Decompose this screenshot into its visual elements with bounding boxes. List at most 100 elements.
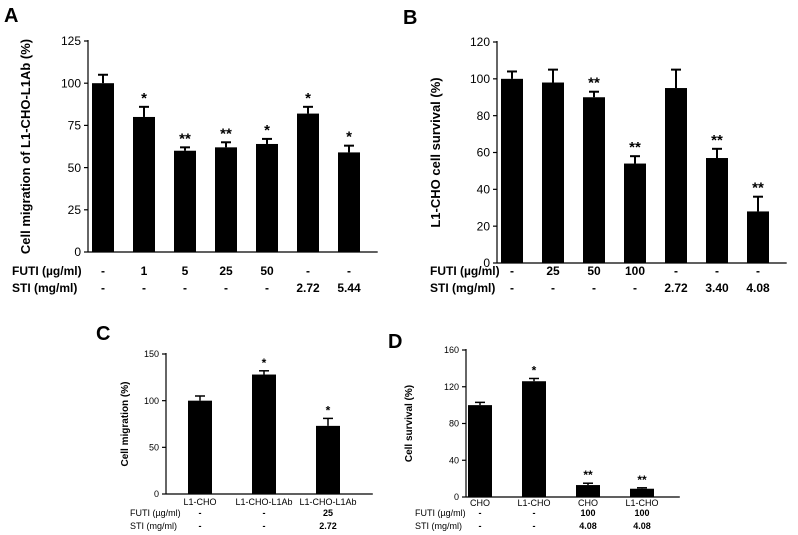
- significance-marker: **: [179, 130, 191, 147]
- treatment-row-value: -: [715, 264, 719, 278]
- treatment-row-value: -: [674, 264, 678, 278]
- treatment-row-value: 2.72: [664, 281, 688, 295]
- treatment-row-value: 4.08: [633, 521, 651, 531]
- bar: [174, 150, 196, 252]
- treatment-row-label: FUTI (µg/ml): [12, 264, 82, 278]
- treatment-row-value: 50: [260, 264, 274, 278]
- treatment-row-value: 2.72: [319, 521, 337, 531]
- treatment-row-value: -: [551, 281, 555, 295]
- bar: [624, 163, 646, 263]
- treatment-row-value: -: [263, 521, 266, 531]
- significance-marker: *: [532, 363, 537, 377]
- y-tick-label: 160: [444, 345, 459, 355]
- treatment-row-value: 5.44: [337, 281, 361, 295]
- treatment-row-value: 2.72: [296, 281, 320, 295]
- bar: [501, 78, 523, 263]
- treatment-row-value: -: [183, 281, 187, 295]
- y-tick-label: 50: [149, 442, 159, 452]
- bar: [522, 381, 546, 497]
- bar: [92, 83, 114, 252]
- significance-marker: *: [326, 403, 331, 417]
- treatment-row-value: -: [199, 521, 202, 531]
- significance-marker: *: [262, 356, 267, 370]
- bar: [706, 158, 728, 263]
- bar: [188, 400, 212, 494]
- treatment-row-value: -: [533, 521, 536, 531]
- treatment-row-label: FUTI (µg/ml): [415, 508, 466, 518]
- treatment-row-label: STI (mg/ml): [130, 521, 177, 531]
- y-axis-title: Cell migration (%): [120, 381, 131, 466]
- y-tick-label: 20: [477, 219, 491, 233]
- y-tick-label: 80: [449, 419, 459, 429]
- bar: [583, 97, 605, 263]
- y-tick-label: 100: [470, 72, 490, 86]
- treatment-row-label: FUTI (µg/ml): [130, 508, 181, 518]
- y-tick-label: 40: [449, 455, 459, 465]
- treatment-row-value: 3.40: [705, 281, 729, 295]
- bar: [576, 485, 600, 497]
- x-category-label: CHO: [578, 498, 598, 508]
- significance-marker: **: [629, 139, 641, 156]
- bar: [665, 88, 687, 264]
- treatment-row-value: -: [510, 281, 514, 295]
- y-tick-label: 0: [154, 489, 159, 499]
- treatment-row-value: -: [263, 508, 266, 518]
- treatment-row-label: STI (mg/ml): [430, 281, 495, 295]
- bar: [133, 116, 155, 253]
- y-tick-label: 80: [477, 109, 491, 123]
- treatment-row-value: 25: [323, 508, 333, 518]
- panel-letter-a: A: [4, 5, 18, 27]
- treatment-row-value: 100: [625, 264, 645, 278]
- treatment-row-value: -: [199, 508, 202, 518]
- y-tick-label: 100: [144, 396, 159, 406]
- significance-marker: *: [305, 90, 311, 107]
- x-category-label: L1-CHO: [517, 498, 550, 508]
- treatment-row-value: -: [265, 281, 269, 295]
- treatment-row-value: 5: [182, 264, 189, 278]
- x-category-label: L1-CHO-L1Ab: [299, 497, 356, 507]
- bar: [747, 211, 769, 263]
- bar: [316, 425, 340, 494]
- panel-letter-b: B: [403, 7, 417, 29]
- significance-marker: **: [588, 75, 600, 92]
- y-tick-label: 120: [470, 35, 490, 49]
- significance-marker: *: [141, 90, 147, 107]
- panel-letter-c: C: [96, 323, 110, 345]
- y-tick-label: 0: [454, 492, 459, 502]
- significance-marker: **: [752, 180, 764, 197]
- significance-marker: **: [637, 473, 647, 487]
- significance-marker: *: [264, 122, 270, 139]
- panel-d: 0 40 80 120 160 Cell survival (%) CHO * L1-CHO **…: [404, 345, 680, 531]
- panel-b: 0 20 40 60 80 100 120 L1-CHO cell survival (%) *…: [428, 35, 787, 295]
- significance-marker: **: [220, 125, 232, 142]
- significance-marker: **: [583, 468, 593, 482]
- bar: [542, 82, 564, 264]
- y-tick-label: 60: [477, 146, 491, 160]
- treatment-row-value: -: [306, 264, 310, 278]
- bar: [215, 147, 237, 252]
- treatment-row-value: 100: [634, 508, 649, 518]
- bar: [468, 405, 492, 497]
- treatment-row-value: -: [142, 281, 146, 295]
- treatment-row-value: -: [479, 508, 482, 518]
- treatment-row-value: -: [533, 508, 536, 518]
- y-tick-label: 150: [144, 349, 159, 359]
- bar: [256, 143, 278, 252]
- y-tick-label: 75: [68, 119, 82, 133]
- y-axis-title: L1-CHO cell survival (%): [428, 77, 443, 227]
- treatment-row-label: STI (mg/ml): [415, 521, 462, 531]
- y-tick-label: 50: [68, 161, 82, 175]
- treatment-row-value: -: [101, 281, 105, 295]
- bar: [297, 113, 319, 252]
- treatment-row-value: 1: [141, 264, 148, 278]
- panel-c: 0 50 100 150 Cell migration (%) L1-CHO * L1-CHO…: [120, 349, 373, 531]
- bar: [630, 488, 654, 497]
- y-tick-label: 100: [61, 76, 81, 90]
- significance-marker: *: [346, 129, 352, 146]
- treatment-row-value: 100: [580, 508, 595, 518]
- treatment-row-value: -: [347, 264, 351, 278]
- significance-marker: **: [711, 132, 723, 149]
- x-category-label: L1-CHO-L1Ab: [235, 497, 292, 507]
